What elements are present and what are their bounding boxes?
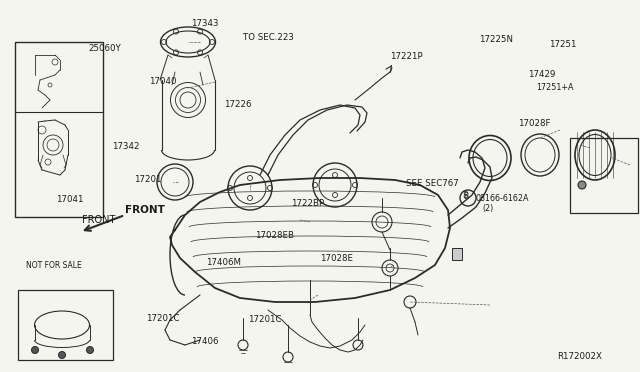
Text: 17406: 17406 [191,337,218,346]
Text: 1722BP: 1722BP [291,199,324,208]
Text: 17028F: 17028F [518,119,551,128]
Text: 17028EB: 17028EB [255,231,294,240]
Circle shape [58,352,65,359]
Circle shape [86,346,93,353]
Bar [15,42,103,217]
Text: B: B [463,192,468,201]
Circle shape [578,181,586,189]
Text: TO SEC.223: TO SEC.223 [243,33,294,42]
Bar [570,138,638,213]
Bar [452,248,462,260]
Text: 17226: 17226 [224,100,252,109]
Text: 17342: 17342 [112,142,140,151]
Text: 17041: 17041 [56,195,83,204]
Text: 17406M: 17406M [206,258,241,267]
Text: 17201C: 17201C [146,314,179,323]
Text: 17201: 17201 [134,175,162,184]
Text: NOT FOR SALE: NOT FOR SALE [26,262,81,270]
Text: 17225N: 17225N [479,35,513,44]
Text: SEE SEC767: SEE SEC767 [406,179,459,187]
Bar [18,290,113,360]
Text: 17251+A: 17251+A [536,83,574,92]
Text: 17343: 17343 [191,19,218,28]
Text: R172002X: R172002X [557,352,602,361]
Text: 17201C: 17201C [248,315,282,324]
Text: 17429: 17429 [528,70,556,79]
Text: (2): (2) [482,203,493,212]
Text: 25060Y: 25060Y [88,44,121,53]
Text: 17028E: 17028E [320,254,353,263]
Circle shape [31,346,38,353]
Text: 17251: 17251 [549,40,577,49]
Text: FRONT: FRONT [125,205,165,215]
Text: 08166-6162A: 08166-6162A [476,193,529,202]
Text: 17040: 17040 [149,77,177,86]
Text: FRONT: FRONT [82,215,115,225]
Text: B: B [462,190,468,199]
Text: 17221P: 17221P [390,52,423,61]
